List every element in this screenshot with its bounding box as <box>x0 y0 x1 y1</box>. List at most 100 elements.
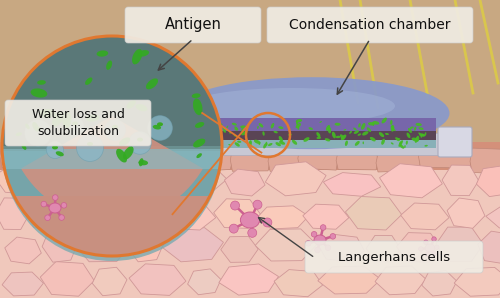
Ellipse shape <box>199 142 203 146</box>
Ellipse shape <box>234 126 238 130</box>
Circle shape <box>320 225 326 230</box>
Ellipse shape <box>316 132 320 137</box>
Ellipse shape <box>212 137 215 139</box>
Ellipse shape <box>279 141 285 145</box>
Polygon shape <box>129 264 186 295</box>
Ellipse shape <box>190 128 194 132</box>
Ellipse shape <box>174 77 450 149</box>
Bar <box>0 163 500 298</box>
Ellipse shape <box>179 126 183 128</box>
Bar <box>177 140 436 148</box>
Polygon shape <box>221 236 258 262</box>
Circle shape <box>325 245 331 251</box>
Polygon shape <box>106 148 153 173</box>
Ellipse shape <box>416 123 422 126</box>
Ellipse shape <box>146 78 158 89</box>
Ellipse shape <box>314 235 326 245</box>
Ellipse shape <box>390 120 392 125</box>
Ellipse shape <box>391 125 394 132</box>
Ellipse shape <box>196 153 202 158</box>
Ellipse shape <box>208 141 212 145</box>
Ellipse shape <box>368 122 375 125</box>
Polygon shape <box>422 271 457 296</box>
Ellipse shape <box>123 146 134 159</box>
Polygon shape <box>418 143 472 168</box>
Circle shape <box>230 201 239 210</box>
Ellipse shape <box>362 142 364 144</box>
Polygon shape <box>200 148 232 171</box>
Ellipse shape <box>382 118 387 123</box>
Polygon shape <box>454 267 500 296</box>
Polygon shape <box>256 206 308 229</box>
FancyBboxPatch shape <box>5 100 151 146</box>
Ellipse shape <box>404 145 406 148</box>
Polygon shape <box>110 170 162 197</box>
Ellipse shape <box>96 50 108 57</box>
Ellipse shape <box>241 128 244 133</box>
Ellipse shape <box>345 141 348 146</box>
Circle shape <box>2 36 222 256</box>
Ellipse shape <box>420 135 422 138</box>
Ellipse shape <box>332 132 336 138</box>
Polygon shape <box>298 148 338 170</box>
Polygon shape <box>5 237 42 264</box>
Polygon shape <box>486 205 500 229</box>
Polygon shape <box>274 270 322 297</box>
Ellipse shape <box>419 134 425 137</box>
Wedge shape <box>2 36 222 146</box>
Ellipse shape <box>361 123 366 130</box>
Ellipse shape <box>296 121 298 125</box>
Ellipse shape <box>326 125 330 131</box>
Ellipse shape <box>391 142 394 145</box>
Polygon shape <box>0 163 59 195</box>
Ellipse shape <box>278 126 283 129</box>
Ellipse shape <box>362 131 368 136</box>
Ellipse shape <box>296 119 302 122</box>
Bar <box>177 131 436 141</box>
Ellipse shape <box>212 138 216 141</box>
Ellipse shape <box>414 137 418 143</box>
Ellipse shape <box>266 142 268 146</box>
Circle shape <box>66 117 84 134</box>
Polygon shape <box>219 264 278 295</box>
Polygon shape <box>436 227 484 261</box>
Polygon shape <box>0 142 38 169</box>
Polygon shape <box>56 203 95 231</box>
Ellipse shape <box>316 137 321 139</box>
Ellipse shape <box>296 123 301 128</box>
Ellipse shape <box>194 142 200 146</box>
Ellipse shape <box>137 138 143 142</box>
Circle shape <box>434 245 439 249</box>
Text: Water loss and
solubilization: Water loss and solubilization <box>32 108 124 138</box>
Circle shape <box>248 228 256 237</box>
Ellipse shape <box>292 140 297 145</box>
Ellipse shape <box>215 142 218 148</box>
Ellipse shape <box>138 160 148 165</box>
Circle shape <box>424 240 428 244</box>
Ellipse shape <box>263 143 267 148</box>
Ellipse shape <box>268 143 272 146</box>
Ellipse shape <box>425 244 435 252</box>
Ellipse shape <box>192 93 200 98</box>
Ellipse shape <box>212 133 215 136</box>
Ellipse shape <box>207 128 210 131</box>
Ellipse shape <box>248 140 252 147</box>
Ellipse shape <box>416 136 420 142</box>
Ellipse shape <box>257 126 258 129</box>
Ellipse shape <box>182 130 186 136</box>
Ellipse shape <box>188 127 192 128</box>
Ellipse shape <box>49 203 61 213</box>
Ellipse shape <box>106 60 112 70</box>
Circle shape <box>263 218 272 227</box>
Ellipse shape <box>223 128 226 133</box>
Ellipse shape <box>344 129 346 131</box>
Ellipse shape <box>85 77 92 85</box>
Ellipse shape <box>213 122 217 124</box>
Circle shape <box>312 232 317 237</box>
Ellipse shape <box>234 128 238 131</box>
Ellipse shape <box>220 123 222 125</box>
Ellipse shape <box>408 128 412 133</box>
Ellipse shape <box>116 149 127 162</box>
Ellipse shape <box>86 114 100 122</box>
Polygon shape <box>442 165 478 196</box>
